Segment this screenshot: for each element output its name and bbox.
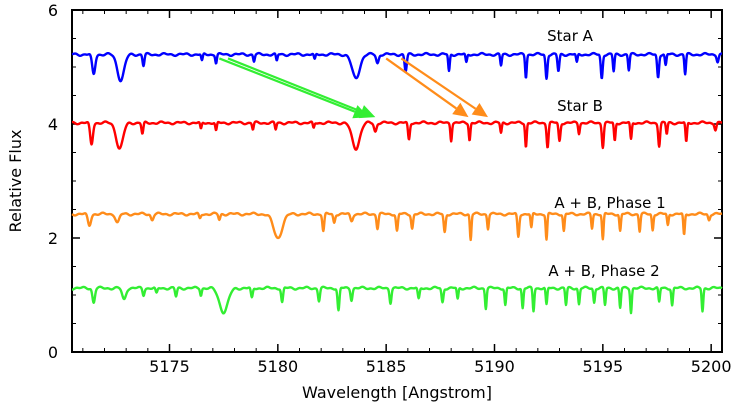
series-line-2 <box>71 120 723 151</box>
arrow-shaft <box>227 57 362 113</box>
series-label-4: A + B, Phase 2 <box>548 262 659 280</box>
shift-arrow-orange-2 <box>400 57 488 118</box>
arrow-shaft <box>385 57 457 110</box>
plot-frame <box>71 9 723 353</box>
series-line-1 <box>71 51 723 83</box>
y-axis-title: Relative Flux <box>6 130 25 233</box>
arrow-head <box>471 102 488 118</box>
series-label-1: Star A <box>547 27 594 45</box>
arrow-shaft <box>218 57 356 113</box>
axis-ticks: 5175 5180 5185 5190 5195 5200 0 2 4 6 <box>48 1 732 376</box>
y-tick-label: 4 <box>48 115 58 134</box>
y-tick-label: 6 <box>48 1 58 20</box>
x-axis-title: Wavelength [Angstrom] <box>302 383 492 402</box>
shift-arrow-orange-1 <box>385 57 469 118</box>
series-labels: Star A Star B A + B, Phase 1 A + B, Phase 2 <box>547 27 666 280</box>
arrow-shaft <box>400 57 477 110</box>
y-tick-label: 0 <box>48 343 58 362</box>
x-tick-label: 5200 <box>691 357 732 376</box>
x-tick-label: 5175 <box>149 357 190 376</box>
x-tick-label: 5180 <box>257 357 298 376</box>
series-line-4 <box>71 285 723 315</box>
x-tick-label: 5185 <box>366 357 407 376</box>
arrow-head <box>452 102 469 118</box>
spectra-series <box>71 51 723 315</box>
shift-arrow-green-1 <box>218 57 369 119</box>
y-tick-label: 2 <box>48 229 58 248</box>
series-line-3 <box>71 211 723 242</box>
arrow-head <box>358 105 376 119</box>
shift-arrow-green-2 <box>227 57 376 119</box>
series-label-2: Star B <box>557 97 603 115</box>
series-label-3: A + B, Phase 1 <box>554 194 665 212</box>
shift-arrows <box>218 57 488 119</box>
x-tick-label: 5195 <box>582 357 623 376</box>
x-tick-label: 5190 <box>474 357 515 376</box>
